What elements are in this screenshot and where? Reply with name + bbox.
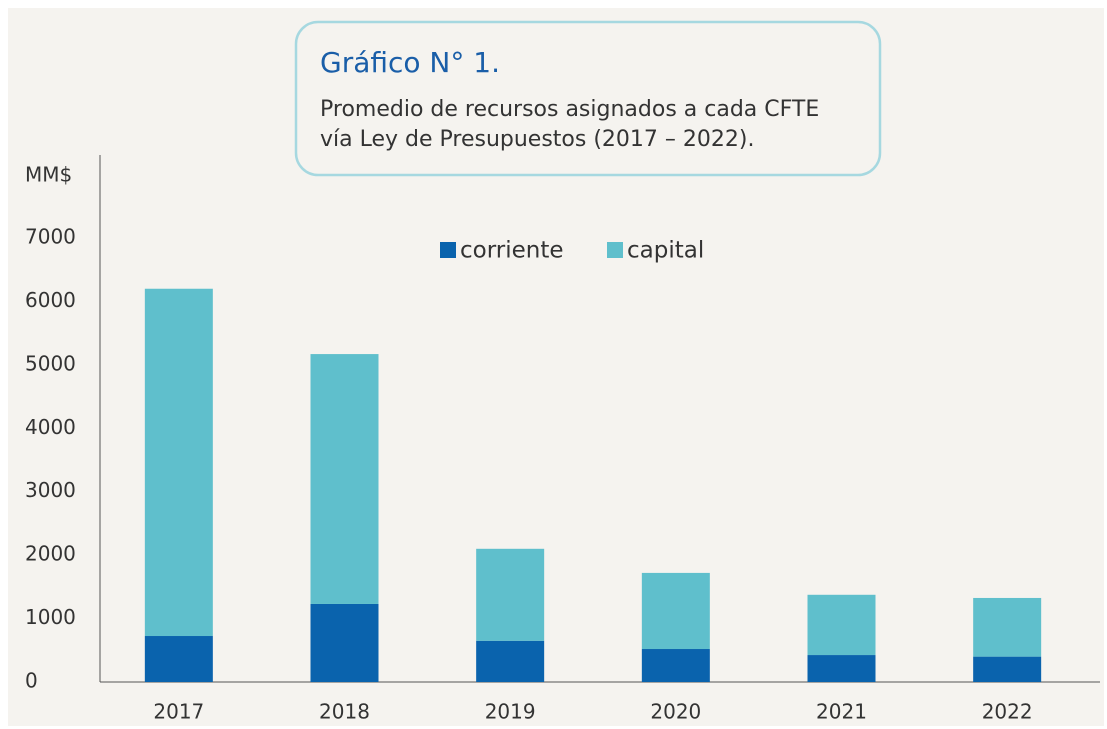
y-tick-label: 6000 [25, 288, 76, 312]
y-tick-label: 0 [25, 669, 38, 693]
y-axis-label: MM$ [25, 163, 72, 187]
y-tick-label: 1000 [25, 605, 76, 629]
bar-segment [641, 572, 710, 650]
legend-swatch [607, 242, 623, 258]
x-tick-label: 2018 [319, 700, 370, 724]
title-box [294, 20, 882, 177]
legend-label: capital [627, 238, 704, 264]
bar-segment [310, 603, 379, 682]
chart-subtitle: Promedio de recursos asignados a cada CF… [320, 97, 819, 122]
y-tick-label: 2000 [25, 542, 76, 566]
y-tick-label: 7000 [25, 225, 76, 249]
y-tick-label: 4000 [25, 415, 76, 439]
bar-segment [144, 288, 213, 637]
x-tick-label: 2021 [816, 700, 867, 724]
bar-segment [807, 594, 876, 656]
bar-segment [144, 636, 213, 682]
x-tick-label: 2020 [650, 700, 701, 724]
bar-segment [973, 597, 1042, 657]
chart-subtitle: vía Ley de Presupuestos (2017 – 2022). [320, 127, 754, 152]
x-tick-label: 2019 [485, 700, 536, 724]
legend-swatch [440, 242, 456, 258]
y-tick-label: 5000 [25, 351, 76, 375]
y-tick-label: 3000 [25, 478, 76, 502]
bar-segment [973, 656, 1042, 682]
bar-segment [807, 655, 876, 682]
bar-segment [310, 354, 379, 604]
x-tick-label: 2017 [153, 700, 204, 724]
bar-segment [476, 640, 545, 682]
x-tick-label: 2022 [982, 700, 1033, 724]
bar-segment [641, 649, 710, 682]
chart-title: Gráfico N° 1. [320, 46, 500, 79]
bar-segment [476, 548, 545, 641]
legend-label: corriente [460, 238, 564, 264]
